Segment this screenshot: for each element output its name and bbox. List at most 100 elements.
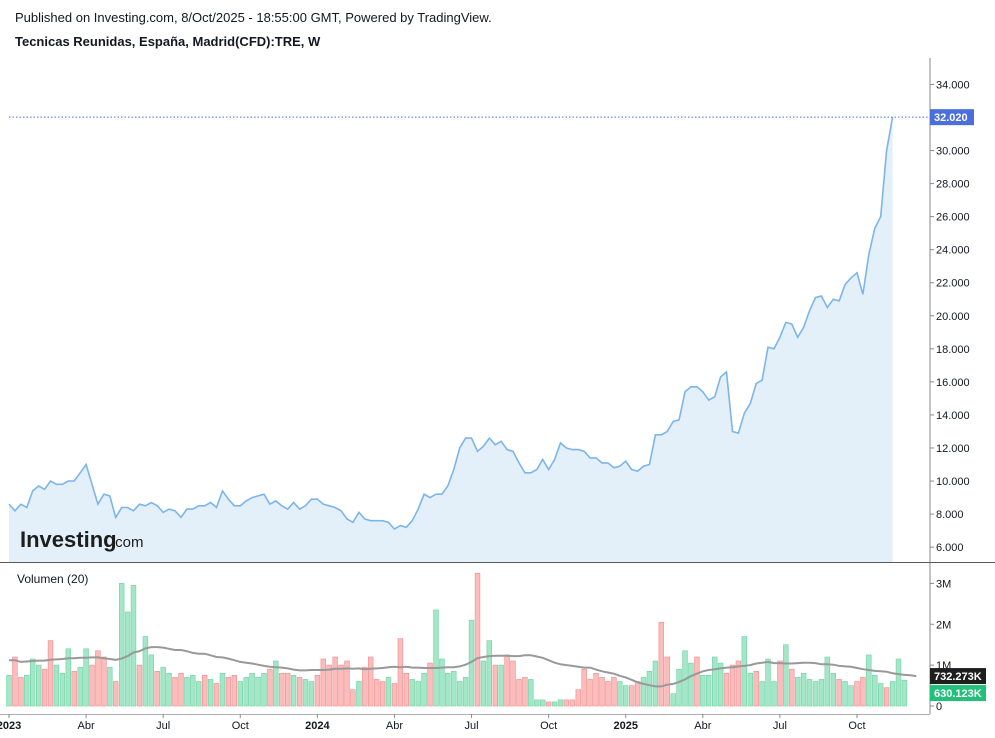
volume-bar-up <box>771 681 777 707</box>
volume-bar-up <box>59 672 66 707</box>
volume-bar-down <box>516 679 522 707</box>
volume-ma-line <box>9 646 917 688</box>
volume-bar-up <box>356 681 362 707</box>
time-tick-label: 2025 <box>613 720 637 732</box>
volume-bar-up <box>895 658 902 707</box>
volume-title: Volumen (20) <box>17 572 88 586</box>
volume-bar-down <box>172 677 178 707</box>
time-tick-label: Jul <box>465 720 479 732</box>
volume-bar-up <box>617 681 623 707</box>
price-tick-label: 22.000 <box>936 278 970 290</box>
volume-bar-up <box>711 656 718 707</box>
volume-bar-up <box>243 677 249 707</box>
volume-bar-up <box>184 677 190 707</box>
volume-bar-down <box>267 668 273 707</box>
volume-bar-up <box>866 654 872 707</box>
price-tick-label: 30.000 <box>936 146 970 158</box>
volume-bar-up <box>53 664 60 707</box>
volume-bar-down <box>41 668 48 707</box>
volume-bar-up <box>741 636 748 707</box>
volume-bar-down <box>504 654 510 707</box>
volume-bar-down <box>569 699 576 707</box>
volume-bar-down <box>213 683 220 707</box>
price-area-fill <box>9 117 893 562</box>
volume-bar-up <box>800 672 807 707</box>
volume-bar-up <box>83 648 89 707</box>
volume-bar-up <box>889 681 896 707</box>
volume-bar-up <box>302 679 309 707</box>
volume-bar-up <box>237 681 243 707</box>
volume-bar-up <box>688 662 694 707</box>
volume-bar-down <box>860 677 866 707</box>
volume-bar-down <box>510 660 516 707</box>
volume-bar-up <box>842 681 848 707</box>
volume-bar-down <box>729 664 736 707</box>
volume-bar-up <box>456 681 463 707</box>
volume-bar-down <box>391 683 398 707</box>
volume-bar-down <box>231 674 237 707</box>
published-notice: Published on Investing.com, 8/Oct/2025 -… <box>15 10 492 25</box>
volume-bar-up <box>409 679 415 707</box>
volume-bar-down <box>154 670 160 707</box>
volume-bar-down <box>587 679 593 707</box>
volume-bar-up <box>806 679 813 707</box>
price-tick-label: 28.000 <box>936 179 970 191</box>
volume-tick-label: 2M <box>936 619 951 631</box>
volume-bar-up <box>705 674 712 707</box>
volume-bar-up <box>249 672 255 707</box>
volume-bar-up <box>824 656 831 707</box>
time-tick-label: Jul <box>773 720 787 732</box>
volume-bar-up <box>415 681 421 707</box>
time-tick-label: Abr <box>386 720 403 732</box>
price-line <box>8 117 894 531</box>
price-tick-label: 8.000 <box>936 509 964 521</box>
volume-bar-up <box>451 670 457 707</box>
volume-bar-up <box>124 611 131 707</box>
volume-bar-up <box>551 701 558 707</box>
volume-bar-up <box>462 677 469 707</box>
volume-bar-down <box>338 664 344 707</box>
volume-bar-up <box>765 658 771 707</box>
volume-bar-up <box>445 672 451 707</box>
volume-last-label: 630.123K <box>934 688 982 700</box>
price-pane: 6.000 8.000 10.000 12.000 14.000 16.000 18.000… <box>8 79 974 562</box>
last-price-box <box>930 109 974 126</box>
volume-bar-down <box>883 687 890 707</box>
volume-bar-up <box>6 674 12 707</box>
volume-bar-up <box>640 677 647 707</box>
volume-bar-up <box>35 664 42 707</box>
volume-bar-up <box>190 674 196 707</box>
volume-bar-up <box>160 666 166 707</box>
volume-bar-up <box>480 660 487 707</box>
volume-bar-down <box>735 660 742 707</box>
volume-bar-up <box>196 681 202 707</box>
volume-bar-down <box>593 672 599 707</box>
volume-bar-up <box>534 699 540 707</box>
volume-bar-down <box>379 681 386 707</box>
volume-bar-down <box>664 656 670 707</box>
volume-bar-up <box>747 672 754 707</box>
volume-bar-up <box>498 664 504 707</box>
volume-bar-up <box>24 674 30 707</box>
price-tick-label: 26.000 <box>936 212 970 224</box>
volume-bar-down <box>403 672 409 707</box>
volume-bar-down <box>563 699 570 707</box>
volume-bar-up <box>646 670 653 707</box>
volume-bar-up <box>877 683 884 707</box>
price-tick-label: 10.000 <box>936 476 970 488</box>
time-tick-label: Oct <box>540 720 557 732</box>
volume-bar-up <box>207 679 214 707</box>
volume-bar-up <box>142 636 149 707</box>
volume-bar-up <box>219 672 226 707</box>
volume-bar-up <box>783 644 789 707</box>
volume-bar-down <box>344 660 350 707</box>
time-tick-label: Oct <box>232 720 249 732</box>
volume-bar-up <box>528 679 534 707</box>
volume-last-box <box>930 685 986 702</box>
volume-bar-down <box>12 656 18 707</box>
volume-bar-up <box>421 672 427 707</box>
volume-bar-up <box>486 640 492 707</box>
time-tick-label: Abr <box>78 720 95 732</box>
